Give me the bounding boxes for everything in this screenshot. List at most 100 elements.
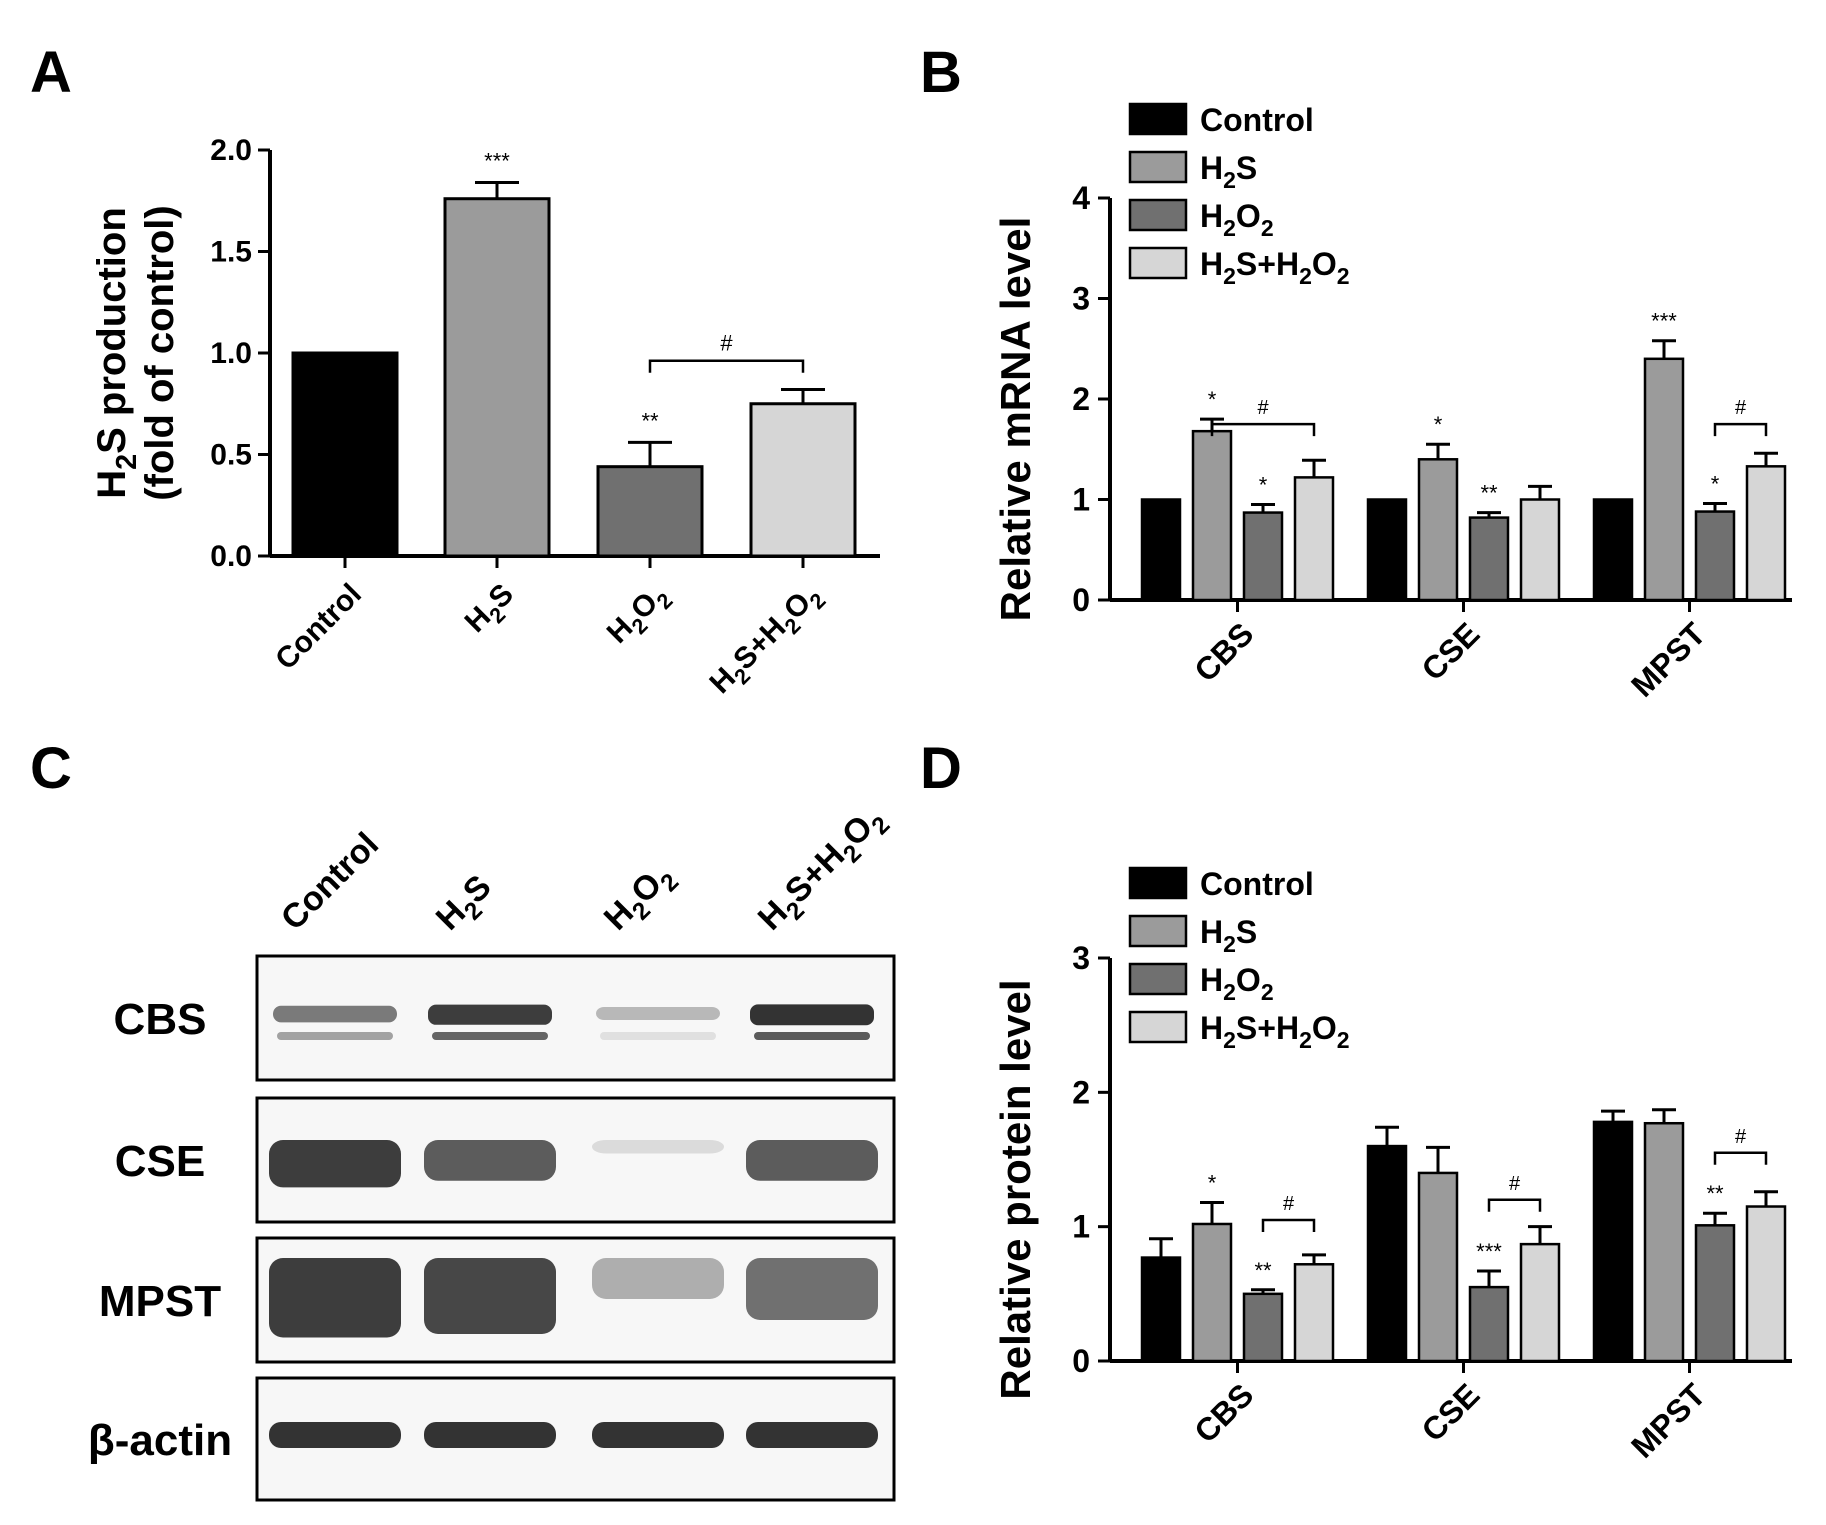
lane-label: H2S xyxy=(429,868,504,943)
bar xyxy=(1468,1285,1510,1363)
y-tick-label: 3 xyxy=(1072,281,1090,317)
text-part: H xyxy=(90,470,134,499)
panel-a-chart: 0.0 0.5 1.0 1.5 2.0 H2S production (fold of co… xyxy=(90,134,880,700)
y-tick-label: 4 xyxy=(1072,180,1090,216)
y-tick-label: 1.0 xyxy=(210,337,252,370)
blot-row-label: CSE xyxy=(115,1137,205,1186)
significance-bracket xyxy=(1261,1218,1316,1232)
significance-bracket xyxy=(1487,1198,1542,1212)
text-part: O xyxy=(1312,246,1337,282)
text-part: O xyxy=(1236,198,1261,234)
blot-band xyxy=(432,1032,548,1040)
bar xyxy=(1519,1242,1561,1363)
x-tick-label-group: H2S xyxy=(459,578,520,639)
text-part: 2 xyxy=(1223,215,1236,241)
bar xyxy=(1366,498,1408,602)
significance-stars: ** xyxy=(641,408,659,433)
y-tick-label: 0.0 xyxy=(210,540,252,573)
text-part: 2 xyxy=(1299,263,1312,289)
lane-label-group: H2O2 xyxy=(597,855,685,943)
lane-label-group: Control xyxy=(274,825,386,937)
panel-label-b: B xyxy=(920,40,962,105)
significance-bracket xyxy=(1713,1151,1768,1165)
text-part: Control xyxy=(274,825,386,937)
y-tick-label: 0.5 xyxy=(210,439,252,472)
blot-band xyxy=(269,1422,401,1448)
text-part: H xyxy=(1200,246,1223,282)
text-part: 2 xyxy=(1223,1027,1236,1053)
legend-label: H2S xyxy=(1200,150,1257,193)
lane-label: H2O2 xyxy=(597,855,685,943)
bar xyxy=(1643,1121,1685,1363)
significance-hash: # xyxy=(1257,397,1269,419)
legend-label: H2O2 xyxy=(1200,962,1274,1005)
y-tick-label: 2.0 xyxy=(210,134,252,167)
panel-c-western-blot: Control H2S H2O2 H2S+H2O2 CBS CSE MPST β-actin xyxy=(88,808,896,1502)
y-tick-label: 1 xyxy=(1072,482,1090,518)
significance-stars: * xyxy=(1259,473,1268,498)
blot-band xyxy=(273,1005,397,1023)
bar xyxy=(1191,1222,1233,1363)
blot-band xyxy=(754,1032,870,1040)
panel-label-a: A xyxy=(30,40,72,105)
text-part: Control xyxy=(1200,102,1314,138)
y-tick-label: 2 xyxy=(1072,1074,1090,1110)
significance-hash: # xyxy=(1735,1126,1747,1148)
text-part: O xyxy=(1236,962,1261,998)
significance-hash: # xyxy=(720,331,733,356)
significance-stars: *** xyxy=(1476,1239,1502,1264)
y-tick-label: 1.5 xyxy=(210,236,252,269)
significance-bracket xyxy=(1713,422,1768,437)
bar xyxy=(1694,510,1736,602)
significance-stars: * xyxy=(1208,387,1217,412)
blot-band xyxy=(746,1258,878,1320)
blot-row-label: β-actin xyxy=(88,1416,232,1465)
y-axis-label: Relative protein level xyxy=(992,979,1039,1399)
bar xyxy=(1191,429,1233,602)
significance-bracket xyxy=(648,359,805,373)
bar xyxy=(291,351,399,558)
bar xyxy=(1242,1292,1284,1363)
text-part: 2 xyxy=(1261,215,1274,241)
text-part: 2 xyxy=(1223,979,1236,1005)
legend-swatch xyxy=(1128,150,1188,184)
bar xyxy=(1293,1263,1335,1363)
legend-swatch xyxy=(1128,246,1188,280)
significance-stars: *** xyxy=(1651,309,1677,334)
text-part: Control xyxy=(269,578,368,677)
text-part: H xyxy=(1200,150,1223,186)
bar xyxy=(1592,498,1634,602)
x-tick-label: MPST xyxy=(1624,1376,1713,1465)
y-tick-label: 1 xyxy=(1072,1209,1090,1245)
legend-swatch xyxy=(1128,1010,1188,1044)
bar xyxy=(1366,1144,1408,1363)
blot-row-label: CBS xyxy=(114,995,207,1044)
x-tick-label-group: H2S+H2O2 xyxy=(703,586,830,700)
significance-stars: * xyxy=(1208,1170,1217,1195)
panel-label-d: D xyxy=(920,736,962,801)
y-axis-label-line2: (fold of control) xyxy=(138,205,182,500)
y-tick-label: 0 xyxy=(1072,582,1090,618)
blot-band xyxy=(746,1422,878,1448)
blot-band xyxy=(750,1004,874,1026)
text-part: 2 xyxy=(1337,263,1350,289)
text-part: S xyxy=(1236,150,1257,186)
legend-swatch xyxy=(1128,198,1188,232)
text-part: O xyxy=(1312,1010,1337,1046)
significance-hash: # xyxy=(1735,397,1747,419)
legend-label: H2S+H2O2 xyxy=(1200,1010,1350,1053)
blot-band xyxy=(600,1032,716,1040)
lane-label-group: H2S+H2O2 xyxy=(751,808,896,938)
blot-band xyxy=(269,1140,401,1188)
bar xyxy=(1242,511,1284,602)
significance-stars: ** xyxy=(1254,1258,1272,1283)
blot-band xyxy=(592,1422,724,1448)
text-part: H xyxy=(1200,914,1223,950)
bar xyxy=(443,197,551,558)
legend-swatch xyxy=(1128,102,1188,136)
blot-band xyxy=(746,1140,878,1181)
bar xyxy=(1592,1120,1634,1363)
significance-stars: * xyxy=(1434,412,1443,437)
legend-label: Control xyxy=(1200,866,1314,902)
y-axis-label: Relative mRNA level xyxy=(992,217,1039,622)
